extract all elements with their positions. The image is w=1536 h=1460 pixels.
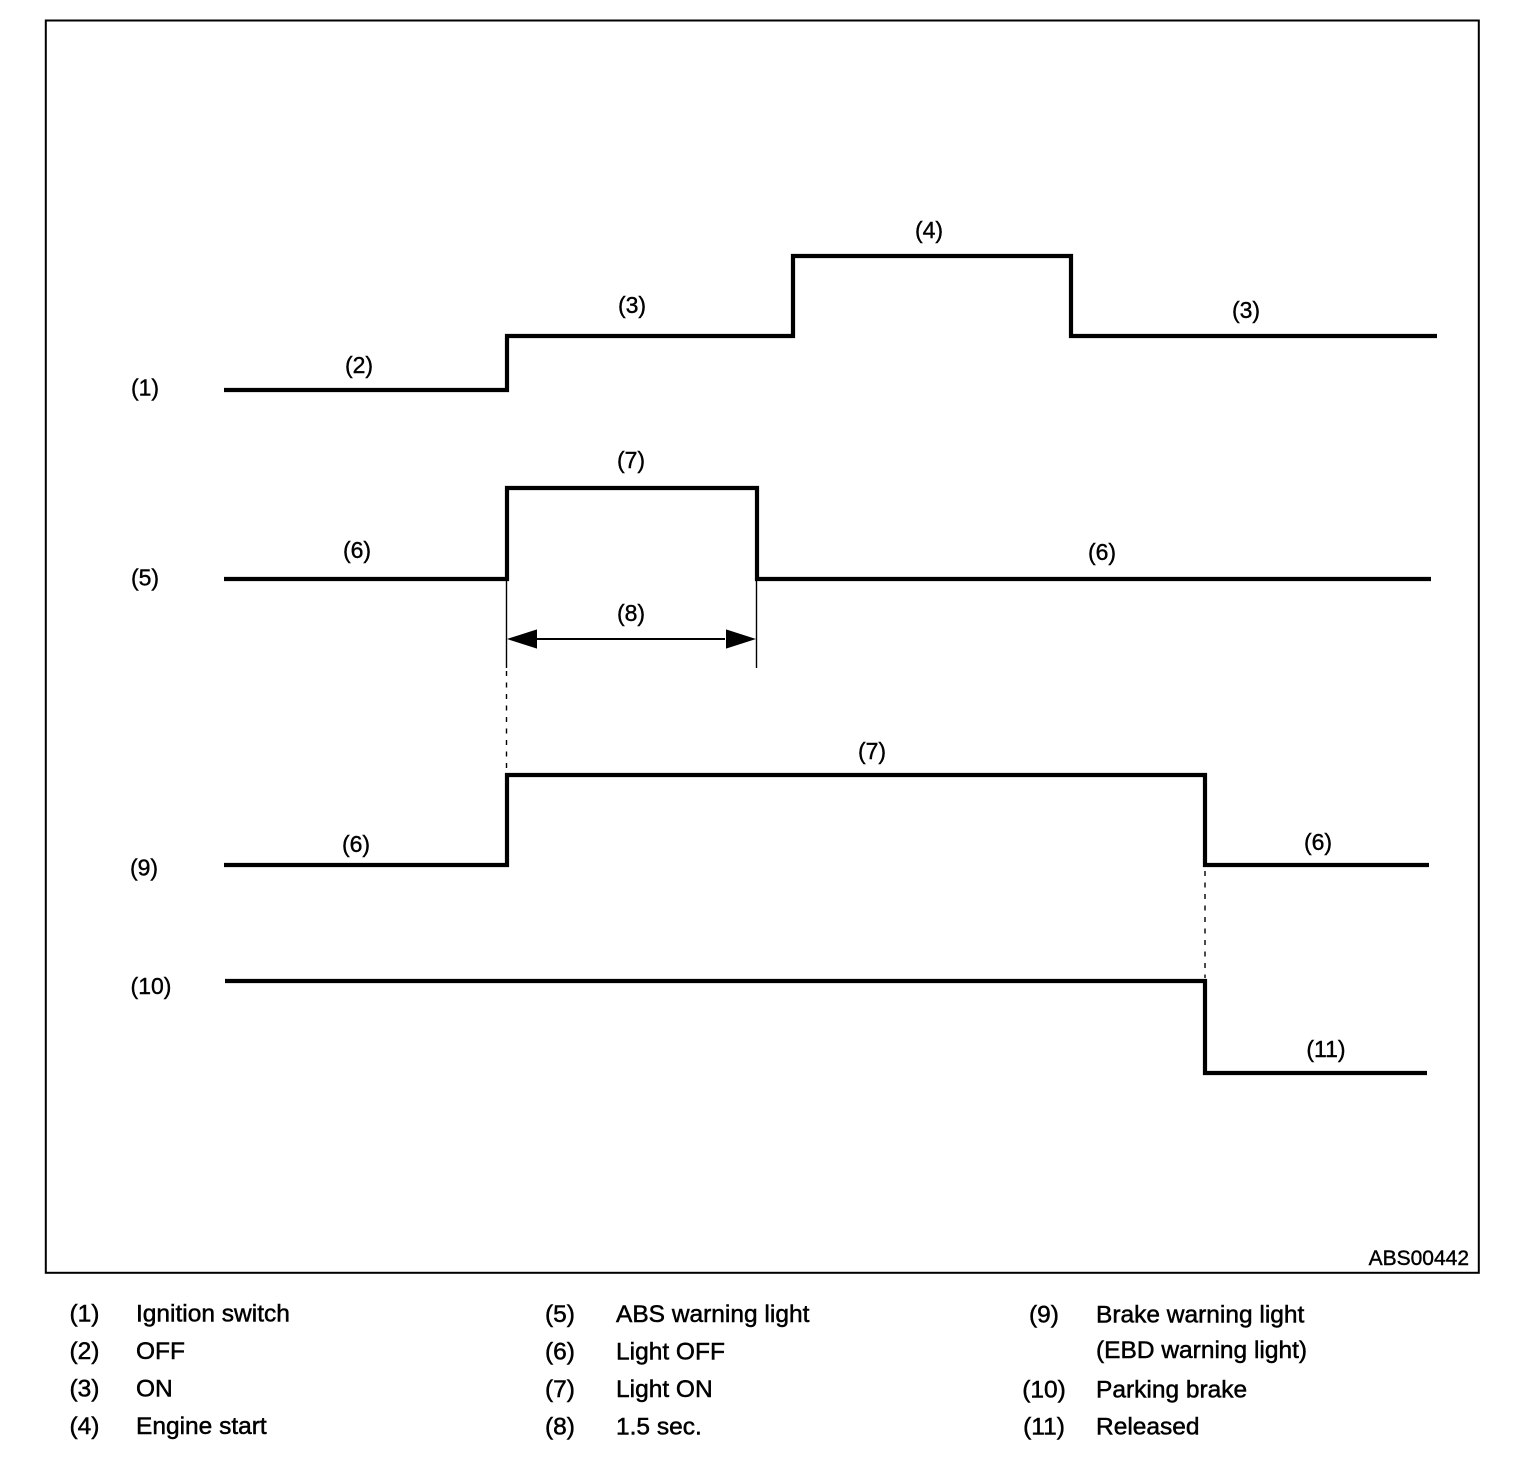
- svg-text:Parking brake: Parking brake: [1096, 1377, 1247, 1404]
- svg-text:(7): (7): [617, 447, 645, 473]
- svg-text:ABS00442: ABS00442: [1369, 1247, 1469, 1270]
- svg-text:Released: Released: [1096, 1414, 1200, 1441]
- svg-text:(3): (3): [618, 292, 646, 318]
- svg-text:(4): (4): [915, 217, 943, 243]
- svg-text:Ignition switch: Ignition switch: [136, 1301, 290, 1328]
- svg-text:(6): (6): [1088, 539, 1116, 565]
- svg-text:(6): (6): [1304, 829, 1332, 855]
- svg-text:(10): (10): [131, 973, 172, 999]
- svg-text:(8): (8): [617, 600, 645, 626]
- svg-text:(9): (9): [130, 855, 158, 881]
- svg-text:(5): (5): [131, 565, 159, 591]
- svg-text:(1): (1): [131, 375, 159, 401]
- svg-text:ON: ON: [136, 1376, 173, 1403]
- svg-text:Light ON: Light ON: [616, 1376, 713, 1403]
- svg-text:(6): (6): [545, 1339, 575, 1366]
- svg-text:(6): (6): [343, 537, 371, 563]
- svg-text:(7): (7): [858, 738, 886, 764]
- svg-text:(9): (9): [1029, 1302, 1059, 1329]
- svg-text:(11): (11): [1023, 1414, 1065, 1441]
- svg-text:Brake warning light: Brake warning light: [1096, 1302, 1305, 1329]
- svg-text:(1): (1): [70, 1301, 100, 1328]
- svg-text:(2): (2): [70, 1338, 100, 1365]
- svg-text:ABS warning light: ABS warning light: [616, 1301, 810, 1328]
- svg-text:(3): (3): [1232, 297, 1260, 323]
- svg-text:OFF: OFF: [136, 1338, 185, 1365]
- svg-text:(EBD warning light): (EBD warning light): [1096, 1337, 1307, 1364]
- svg-text:Engine start: Engine start: [136, 1413, 267, 1440]
- svg-text:1.5 sec.: 1.5 sec.: [616, 1414, 702, 1441]
- svg-text:(4): (4): [70, 1413, 100, 1440]
- svg-text:(10): (10): [1022, 1377, 1066, 1404]
- svg-text:(6): (6): [342, 831, 370, 857]
- svg-text:(11): (11): [1306, 1036, 1345, 1062]
- svg-text:(3): (3): [70, 1376, 100, 1403]
- svg-text:(5): (5): [545, 1301, 575, 1328]
- svg-text:(8): (8): [545, 1414, 575, 1441]
- svg-text:Light OFF: Light OFF: [616, 1339, 725, 1366]
- svg-text:(7): (7): [545, 1376, 575, 1403]
- svg-text:(2): (2): [345, 352, 373, 378]
